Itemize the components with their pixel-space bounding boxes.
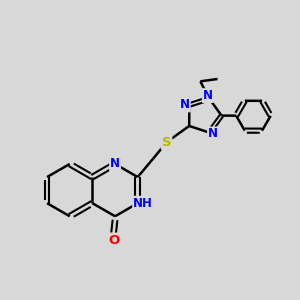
- Text: S: S: [162, 136, 171, 149]
- Text: N: N: [208, 128, 218, 140]
- Text: N: N: [110, 158, 120, 170]
- Text: NH: NH: [133, 197, 153, 210]
- Text: N: N: [180, 98, 190, 112]
- Text: N: N: [203, 89, 213, 102]
- Text: O: O: [108, 234, 119, 247]
